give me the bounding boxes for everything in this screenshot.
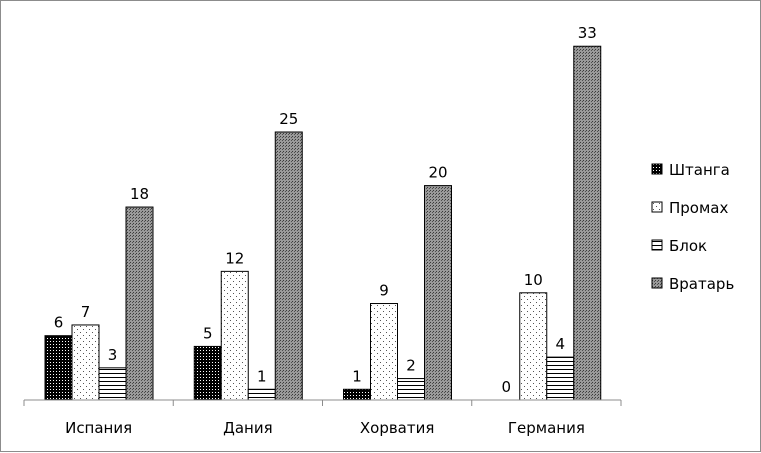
data-label-2-3: 9 bbox=[379, 282, 389, 300]
bar-2-3 bbox=[370, 303, 398, 401]
bar-1-3 bbox=[343, 388, 371, 401]
category-label: Дания bbox=[223, 419, 273, 437]
bar-4-3 bbox=[424, 185, 452, 401]
bar-4-2 bbox=[274, 131, 303, 401]
x-axis: Испания Дания Хорватия Германия bbox=[23, 399, 622, 437]
category-label: Испания bbox=[65, 419, 132, 437]
data-label-3-2: 1 bbox=[257, 367, 267, 385]
data-label-2-1: 7 bbox=[81, 303, 91, 321]
data-label-3-4: 4 bbox=[555, 335, 565, 353]
legend-label: Штанга bbox=[669, 161, 730, 179]
bar-4-4 bbox=[573, 45, 602, 401]
bar-1-1 bbox=[44, 335, 73, 401]
legend-swatch bbox=[651, 277, 663, 289]
data-label-1-1: 6 bbox=[54, 314, 64, 332]
data-label-4-4: 33 bbox=[578, 24, 597, 42]
data-label-1-4: 0 bbox=[501, 378, 511, 396]
data-label-4-1: 18 bbox=[130, 185, 149, 203]
legend-label: Блок bbox=[669, 237, 707, 255]
bar-3-3 bbox=[397, 378, 425, 401]
legend-label: Промах bbox=[669, 199, 728, 217]
data-labels-layer: 67 3 18 5 12 1 25 1 9 2 20 0 10 4 33 bbox=[54, 24, 597, 396]
category-label: Германия bbox=[508, 419, 585, 437]
data-label-1-3: 1 bbox=[352, 367, 362, 385]
bar-3-4 bbox=[546, 356, 575, 401]
bar-2-1 bbox=[71, 324, 100, 401]
bar-3-1 bbox=[98, 367, 127, 401]
legend: Штанга Промах Блок Вратарь bbox=[651, 161, 734, 293]
data-label-2-2: 12 bbox=[225, 249, 244, 267]
category-label: Хорватия bbox=[360, 419, 435, 437]
data-label-2-4: 10 bbox=[524, 271, 543, 289]
bar-2-2 bbox=[220, 270, 249, 401]
data-label-1-2: 5 bbox=[203, 324, 213, 342]
legend-swatch bbox=[651, 163, 663, 175]
data-label-3-3: 2 bbox=[406, 357, 416, 375]
legend-swatch bbox=[651, 201, 663, 213]
bar-2-4 bbox=[519, 292, 548, 401]
data-label-4-2: 25 bbox=[279, 110, 298, 128]
bars-layer bbox=[44, 45, 602, 401]
legend-swatch bbox=[651, 239, 663, 251]
bar-4-1 bbox=[125, 206, 154, 401]
bar-3-2 bbox=[247, 388, 276, 401]
legend-label: Вратарь bbox=[669, 275, 734, 293]
bar-1-2 bbox=[193, 345, 222, 401]
data-label-4-3: 20 bbox=[428, 164, 447, 182]
data-label-3-1: 3 bbox=[108, 346, 118, 364]
